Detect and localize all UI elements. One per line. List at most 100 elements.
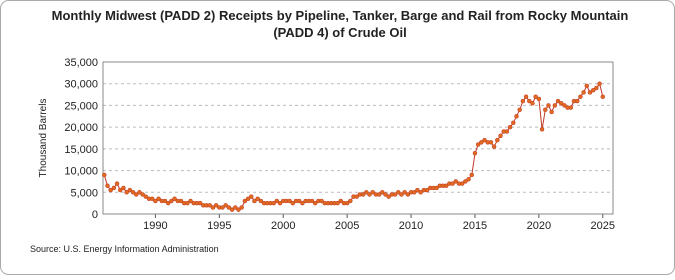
y-tick-label: 25,000: [64, 100, 98, 112]
point: [466, 177, 471, 182]
point: [459, 181, 465, 186]
point: [568, 105, 574, 110]
point: [156, 196, 161, 202]
point: [335, 200, 340, 206]
point: [402, 190, 407, 195]
point: [543, 107, 548, 113]
point: [411, 190, 417, 195]
point: [165, 200, 171, 206]
point: [249, 194, 254, 199]
point: [114, 181, 120, 186]
point: [498, 133, 503, 139]
point: [396, 190, 401, 195]
point: [495, 137, 500, 143]
point: [105, 183, 110, 189]
point: [255, 196, 260, 202]
plot-border: [102, 61, 614, 215]
point: [562, 103, 567, 108]
point: [463, 179, 468, 184]
point: [386, 194, 391, 199]
point: [287, 198, 292, 204]
point: [223, 203, 228, 208]
point: [536, 96, 542, 102]
y-tick-label: 10,000: [64, 166, 98, 178]
point: [546, 103, 551, 108]
point: [450, 181, 455, 186]
point: [172, 196, 177, 202]
x-tick-label: 1990: [143, 220, 167, 232]
point: [188, 198, 193, 204]
point: [118, 187, 123, 193]
point: [370, 190, 375, 195]
point: [376, 192, 382, 197]
x-tick-label: 1995: [207, 220, 231, 232]
point: [380, 190, 385, 195]
point: [140, 192, 145, 197]
point: [555, 98, 561, 104]
point: [300, 200, 305, 206]
point: [277, 200, 283, 206]
point: [479, 140, 484, 145]
point: [296, 198, 302, 204]
point: [236, 207, 241, 212]
point: [504, 129, 510, 134]
point: [527, 98, 532, 104]
point: [111, 185, 117, 191]
point: [482, 137, 487, 143]
point: [226, 205, 232, 210]
point: [578, 94, 583, 99]
point: [584, 83, 590, 89]
point: [472, 150, 478, 156]
point: [590, 87, 596, 93]
point: [517, 107, 522, 113]
point: [594, 85, 599, 91]
point: [399, 192, 404, 197]
point: [453, 179, 459, 184]
y-tick-label: 20,000: [64, 122, 98, 134]
point: [239, 205, 244, 210]
point: [587, 90, 593, 95]
point: [344, 200, 350, 206]
point: [127, 187, 133, 193]
point: [581, 90, 586, 95]
point: [383, 192, 388, 197]
point: [162, 198, 168, 204]
point: [364, 190, 369, 195]
point: [229, 207, 235, 212]
x-tick-label: 2000: [271, 220, 295, 232]
y-tick-label: 35,000: [64, 57, 98, 69]
point: [124, 190, 129, 195]
point: [185, 200, 190, 206]
point: [360, 192, 366, 197]
point: [149, 196, 155, 202]
chart-title: (PADD 4) of Crude Oil: [273, 25, 406, 40]
point: [488, 140, 494, 145]
point: [392, 192, 398, 197]
x-tick-label: 2015: [463, 220, 487, 232]
point: [514, 114, 519, 119]
point: [405, 192, 411, 197]
point: [102, 172, 107, 178]
point: [153, 198, 158, 204]
point: [511, 120, 516, 126]
point: [597, 81, 602, 86]
point: [220, 205, 225, 210]
point: [443, 183, 449, 189]
point: [424, 187, 430, 193]
point: [213, 203, 219, 208]
y-tick-label: 30,000: [64, 79, 98, 91]
point: [274, 198, 280, 204]
point: [143, 194, 149, 199]
point: [108, 187, 113, 193]
point: [552, 103, 558, 108]
point: [469, 172, 475, 178]
x-tick-label: 2020: [527, 220, 551, 232]
point: [207, 203, 212, 208]
point: [415, 187, 420, 193]
point: [233, 205, 238, 210]
point: [549, 109, 554, 115]
y-tick-label: 5,000: [70, 187, 98, 199]
point: [523, 94, 529, 99]
point: [130, 190, 136, 195]
